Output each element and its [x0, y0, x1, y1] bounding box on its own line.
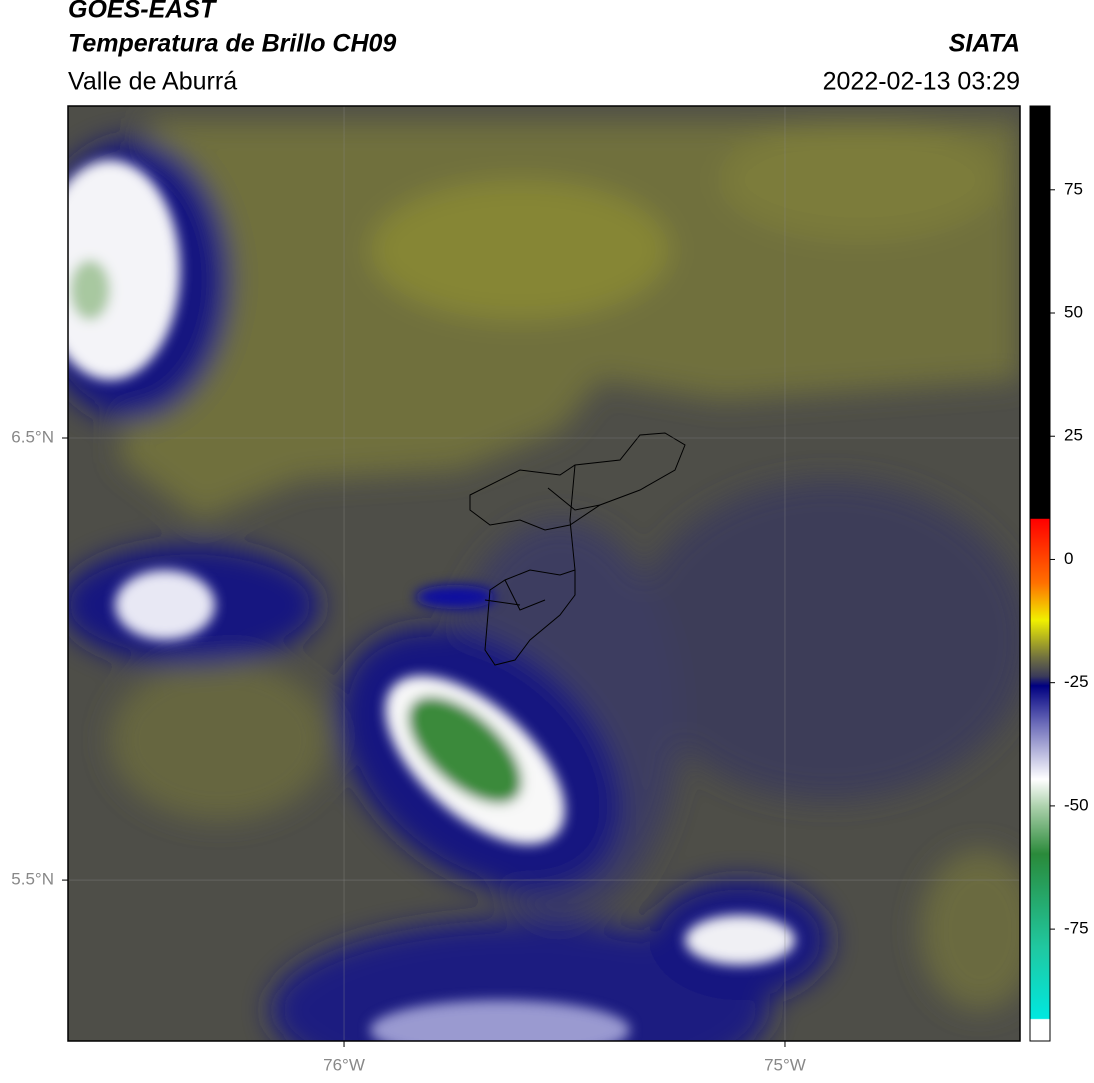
region: Valle de Aburrá	[68, 68, 237, 96]
source: SIATA	[949, 30, 1020, 58]
subtitle: Temperatura de Brillo CH09	[68, 30, 396, 58]
title: GOES-EAST	[68, 0, 218, 24]
lat-tick-label: 5.5°N	[11, 870, 54, 889]
colorbar-tick-label: 50	[1064, 302, 1083, 321]
lon-tick-label: 76°W	[323, 1055, 365, 1074]
colorbar-tick-label: -25	[1064, 672, 1089, 691]
graticule	[68, 106, 1020, 1041]
datetime: 2022-02-13 03:29	[823, 68, 1020, 96]
lat-tick-label: 6.5°N	[11, 427, 54, 446]
colorbar	[1029, 105, 1051, 1042]
colorbar-tick-label: -50	[1064, 795, 1089, 814]
colorbar-tick-label: 0	[1064, 549, 1073, 568]
map-frame	[67, 105, 1021, 1042]
lon-tick-label: 75°W	[764, 1055, 806, 1074]
colorbar-tick-label: 25	[1064, 426, 1083, 445]
colorbar-tick-label: -75	[1064, 919, 1089, 938]
colorbar-tick-label: 75	[1064, 179, 1083, 198]
map-field	[68, 106, 1020, 1041]
